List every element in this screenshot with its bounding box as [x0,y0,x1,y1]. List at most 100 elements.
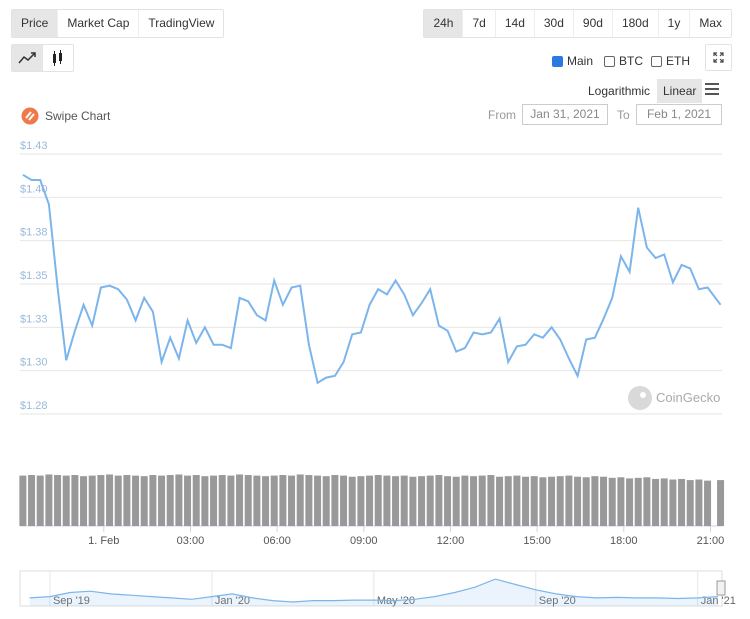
volume-bar [348,476,356,526]
volume-bar [357,476,365,526]
volume-bar [461,475,469,526]
volume-bar [54,475,62,526]
range-button[interactable]: 24h [424,10,464,37]
menu-button[interactable] [704,82,721,96]
candle-style-button[interactable] [43,45,73,71]
volume-bar [36,475,44,526]
volume-bar [634,477,642,526]
volume-bar [322,476,330,526]
volume-bar [288,475,296,526]
checkbox[interactable] [604,56,615,67]
volume-bar [660,478,668,526]
from-label: From [488,108,516,122]
volume-bar [192,475,200,526]
volume-bar [617,477,625,526]
checkbox[interactable] [651,56,662,67]
volume-bar [366,475,374,526]
volume-bar [314,475,322,526]
watermark-logo [628,386,652,410]
volume-bar [704,480,712,526]
volume-bar [253,475,261,526]
x-tick-label: 15:00 [523,535,551,547]
volume-bar [149,475,157,526]
range-button[interactable]: 180d [613,10,659,37]
y-tick-label: $1.35 [20,270,48,282]
range-button[interactable]: 90d [574,10,613,37]
volume-bar [166,475,174,526]
volume-bar [539,477,547,526]
watermark: CoinGecko [656,390,721,405]
toggle[interactable]: ETH [651,54,690,68]
toggle-label: BTC [619,54,643,68]
x-tick-label: 06:00 [263,535,291,547]
range-button[interactable]: 7d [463,10,496,37]
to-date-input[interactable]: Feb 1, 2021 [636,104,722,125]
range-button[interactable]: 14d [496,10,535,37]
range-button[interactable]: 30d [535,10,574,37]
volume-bar [426,475,434,526]
swipe-icon [21,107,39,125]
tab[interactable]: Price [12,10,59,37]
navigator-handle[interactable] [716,580,726,596]
volume-bar [418,476,426,526]
navigator-tick-label: Jan '20 [215,595,250,607]
volume-bar [643,477,651,526]
volume-bar [522,476,530,526]
toggle[interactable]: BTC [604,54,643,68]
volume-bar [71,475,79,526]
volume-bar [97,475,105,526]
range-button[interactable]: 1y [659,10,691,37]
volume-bar [123,475,131,526]
toggle-label: ETH [666,54,690,68]
fullscreen-button[interactable] [705,44,732,71]
scale-option[interactable]: Logarithmic [588,84,651,98]
tab-group: Price Market Cap TradingView [11,9,225,38]
volume-bar [591,476,599,526]
from-date-input[interactable]: Jan 31, 2021 [522,104,608,125]
volume-bar [132,475,140,526]
volume-bar [530,476,538,526]
volume-bar [184,475,192,526]
to-label: To [617,108,630,122]
volume-bar [62,475,70,526]
swipe-label[interactable]: Swipe Chart [45,109,111,123]
volume-bar [28,475,36,526]
tab[interactable]: Market Cap [58,10,140,37]
volume-bar [548,476,556,526]
range-button[interactable]: Max [699,16,722,30]
volume-bar [227,475,235,526]
toggle[interactable]: Main [552,54,593,68]
checkbox[interactable] [552,56,563,67]
volume-bar [80,476,88,526]
x-tick-label: 03:00 [177,535,205,547]
volume-bar [452,476,460,526]
navigator-area [29,579,718,606]
line-style-button[interactable] [12,45,43,71]
volume-bar [435,475,443,526]
volume-bar [114,475,122,526]
tab[interactable]: TradingView [148,16,215,30]
y-tick-label: $1.38 [20,227,48,239]
volume-bar [496,476,504,526]
volume-bar [210,475,218,526]
volume-bar [279,475,287,526]
range-group: 24h 7d 14d 30d 90d 180d 1y Max [423,9,732,38]
volume-bar [158,475,166,526]
volume-bar [383,475,391,526]
volume-bar [374,475,382,526]
volume-bar [218,475,226,526]
volume-bar [695,479,703,526]
volume-bar [608,477,616,526]
volume-bar [340,475,348,526]
price-line [22,173,722,385]
y-tick-label: $1.33 [20,313,48,325]
volume-bar [652,478,660,526]
volume-bar [686,480,694,526]
toggle-label: Main [567,54,594,68]
scale-option[interactable]: Linear [657,79,703,103]
x-tick-label: 1. Feb [88,535,119,547]
volume-bar [392,476,400,526]
volume-bar [717,480,725,526]
